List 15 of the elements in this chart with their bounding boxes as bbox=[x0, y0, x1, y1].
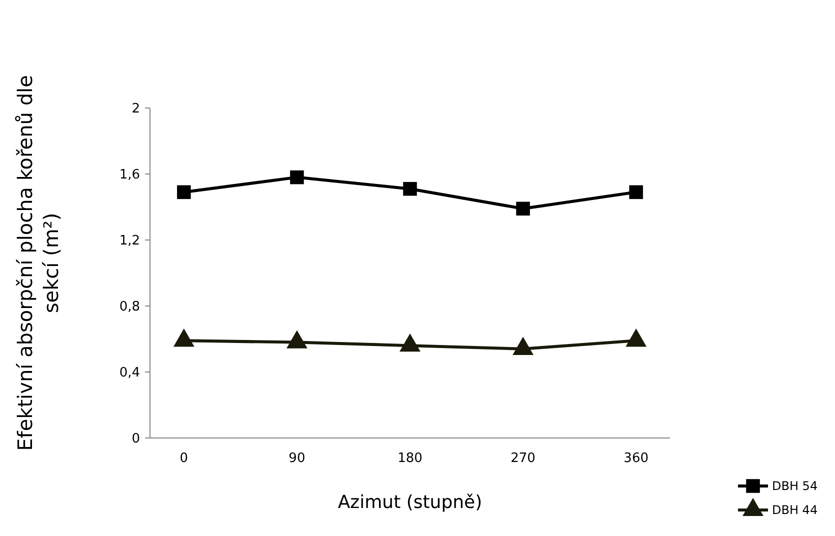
y-tick-label: 2 bbox=[132, 102, 140, 117]
x-tick-label: 0 bbox=[180, 451, 188, 466]
y-tick-label: 1,6 bbox=[119, 168, 140, 183]
x-axis-title: Azimut (stupně) bbox=[338, 492, 482, 513]
legend-label: DBH 54 bbox=[772, 479, 818, 494]
y-tick-label: 0,4 bbox=[119, 366, 140, 381]
y-tick-label: 0,8 bbox=[119, 300, 140, 315]
x-tick-label: 360 bbox=[624, 451, 648, 466]
y-tick-label: 0 bbox=[132, 432, 140, 447]
y-axis-title: Efektivní absorpční plocha kořenů dle sekcí (m²) bbox=[13, 75, 63, 451]
x-tick-label: 270 bbox=[510, 451, 536, 466]
legend-label: DBH 44 bbox=[772, 503, 818, 518]
x-tick-label: 180 bbox=[398, 451, 422, 466]
x-tick-label: 90 bbox=[288, 451, 306, 466]
y-tick-label: 1,2 bbox=[119, 234, 140, 249]
